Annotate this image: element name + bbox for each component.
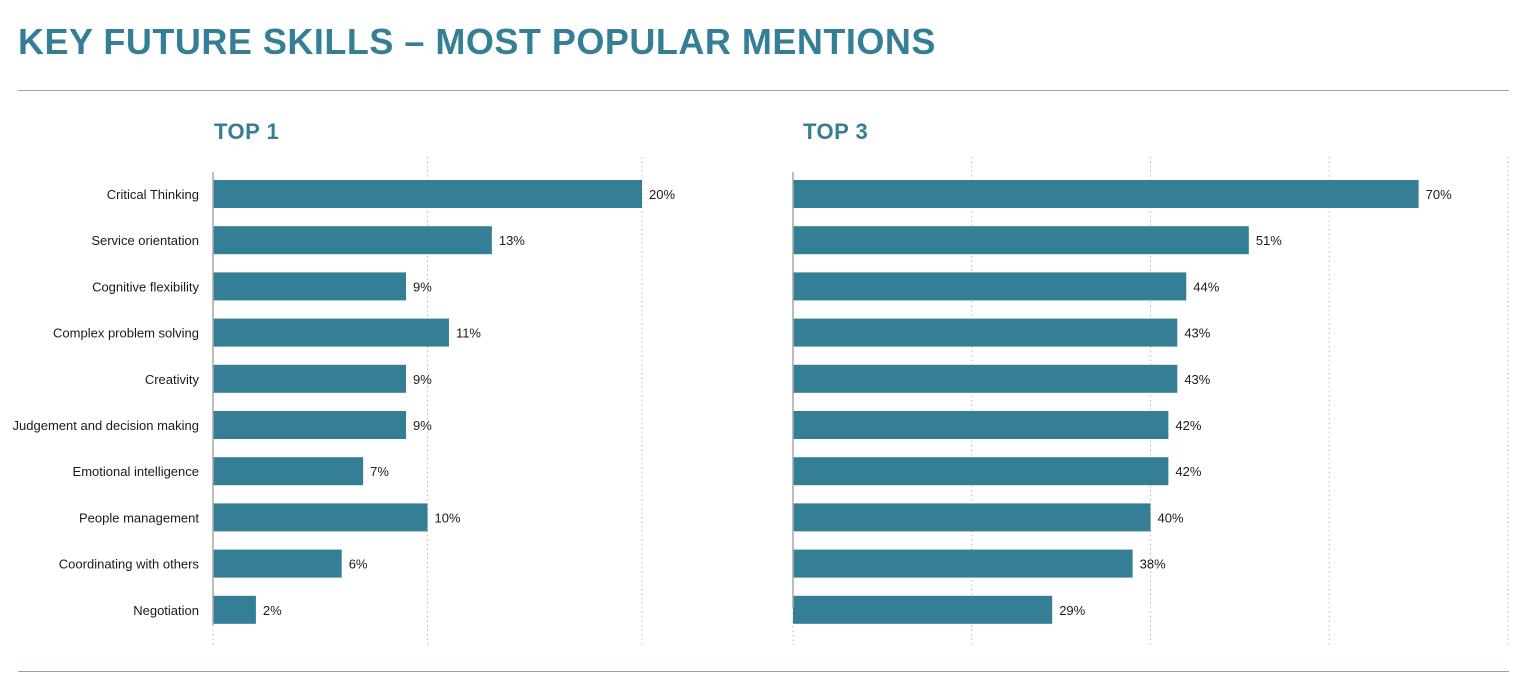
bar [213, 318, 449, 347]
header-divider [18, 90, 1509, 91]
bar [793, 503, 1151, 532]
page-title: KEY FUTURE SKILLS – MOST POPULAR MENTION… [18, 21, 936, 62]
chart-top3: 70% 51% 44% 43% 43% 42% 42% 40% 38% 29% [792, 157, 1509, 645]
data-label: 6% [349, 557, 368, 572]
chart-title-top3: TOP 3 [803, 119, 869, 144]
bar [793, 595, 1053, 624]
data-label: 51% [1256, 233, 1282, 248]
bar [793, 272, 1187, 301]
category-label: Critical Thinking [107, 187, 199, 202]
bar [213, 272, 407, 301]
bar [793, 226, 1249, 255]
data-label: 43% [1184, 326, 1210, 341]
category-label: Emotional intelligence [73, 464, 199, 479]
category-label: Complex problem solving [53, 326, 199, 341]
data-label: 2% [263, 603, 282, 618]
bar [213, 595, 256, 624]
bar [213, 226, 492, 255]
bar [793, 364, 1178, 393]
bar [793, 457, 1169, 486]
data-label: 70% [1426, 187, 1452, 202]
data-label: 42% [1175, 418, 1201, 433]
category-label: Coordinating with others [59, 557, 200, 572]
category-label: Cognitive flexibility [92, 279, 199, 294]
data-label: 38% [1140, 557, 1166, 572]
bar [793, 411, 1169, 439]
data-label: 13% [499, 233, 525, 248]
bar [213, 180, 642, 208]
bar [213, 364, 407, 393]
data-label: 10% [435, 510, 461, 525]
data-label: 9% [413, 279, 432, 294]
data-label: 40% [1158, 510, 1184, 525]
data-label: 44% [1193, 279, 1219, 294]
data-label: 20% [649, 187, 675, 202]
bar [793, 549, 1133, 578]
data-label: 42% [1175, 464, 1201, 479]
footer-divider [18, 671, 1509, 672]
category-label: Judgement and decision making [13, 418, 199, 433]
bar [793, 318, 1178, 347]
category-label: Negotiation [133, 603, 199, 618]
chart-top1: 20% Critical Thinking 13% Service orientati… [13, 157, 675, 645]
category-label: People management [79, 510, 199, 525]
data-label: 9% [413, 418, 432, 433]
data-label: 7% [370, 464, 389, 479]
data-label: 29% [1059, 603, 1085, 618]
data-label: 43% [1184, 372, 1210, 387]
bar [793, 180, 1419, 208]
category-label: Creativity [145, 372, 200, 387]
data-label: 9% [413, 372, 432, 387]
bar [213, 503, 428, 532]
bar [213, 411, 407, 439]
bar [213, 457, 364, 486]
data-label: 11% [456, 326, 481, 341]
chart-title-top1: TOP 1 [214, 119, 280, 144]
category-label: Service orientation [91, 233, 199, 248]
bar [213, 549, 342, 578]
